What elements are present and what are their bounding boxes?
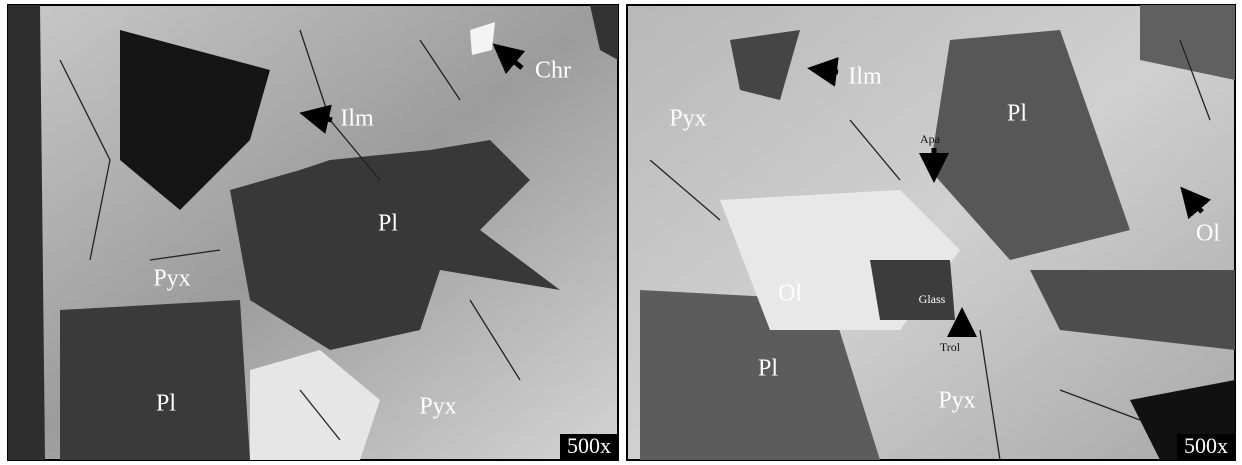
mineral-label: Pyx xyxy=(938,388,975,414)
mineral-label: Glass xyxy=(919,292,946,306)
mineral-label: Pl xyxy=(156,391,176,417)
micrograph-left xyxy=(8,5,618,460)
mineral-label: Trol xyxy=(940,340,961,354)
mineral-label: Pyx xyxy=(419,394,456,420)
mineral-label: Chr xyxy=(535,58,571,84)
mineral-label: Ilm xyxy=(340,106,374,132)
mineral-label: Apa xyxy=(920,132,941,146)
magnification: 500x xyxy=(1184,433,1228,458)
figure: Chr Ilm Pl Pyx Pl Pyx 500x Ilm Pyx Pl Ap… xyxy=(0,0,1242,465)
mineral-label: Pl xyxy=(378,211,398,237)
mineral-label: Pyx xyxy=(153,266,190,292)
mineral-label: Pyx xyxy=(669,106,706,132)
mineral-label: Ilm xyxy=(848,64,882,90)
mineral-label: Pl xyxy=(1007,101,1027,127)
mineral-label: Ol xyxy=(1196,221,1220,247)
magnification: 500x xyxy=(567,433,611,458)
mineral-label: Ol xyxy=(778,281,802,307)
mineral-label: Pl xyxy=(758,356,778,382)
micrograph-right xyxy=(627,5,1235,460)
